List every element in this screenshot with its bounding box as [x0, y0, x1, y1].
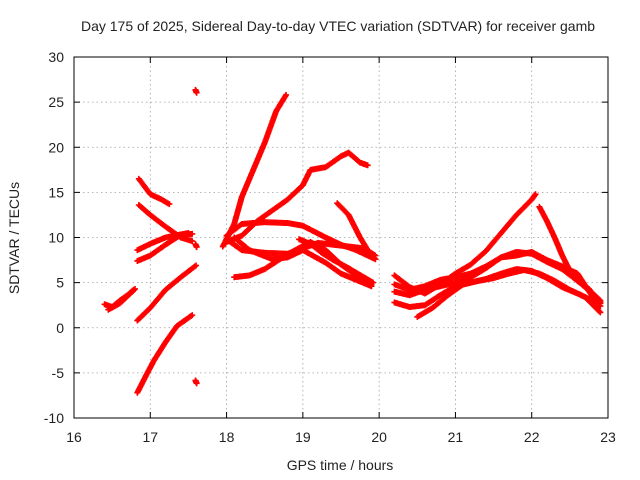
y-tick-label: -5 — [52, 365, 65, 381]
series-track-06 — [134, 229, 192, 254]
x-tick-label: 21 — [448, 429, 464, 445]
series-track-08 — [135, 175, 173, 208]
axis-ticks: 16 17 18 19 20 21 22 23 -10 -5 0 5 10 15 20 25 30 — [44, 49, 616, 445]
series-track-11 — [192, 241, 200, 251]
x-tick-label: 23 — [600, 429, 616, 445]
series-track-25 — [536, 203, 604, 307]
data-point — [372, 256, 379, 263]
data-point — [364, 162, 371, 169]
y-tick-label: 15 — [48, 184, 64, 200]
x-tick-label: 22 — [524, 429, 540, 445]
x-tick-label: 19 — [295, 429, 311, 445]
y-tick-label: 25 — [48, 94, 64, 110]
series-track-03 — [134, 312, 196, 396]
data-point — [189, 238, 196, 245]
series-track-16 — [231, 234, 375, 290]
series-track-22 — [391, 248, 604, 304]
x-axis-label: GPS time / hours — [287, 457, 394, 473]
y-tick-label: 30 — [48, 49, 64, 65]
data-point — [193, 380, 200, 387]
x-tick-label: 16 — [66, 429, 82, 445]
data-point — [597, 309, 604, 316]
data-point — [597, 300, 604, 307]
data-point — [191, 263, 198, 270]
y-axis-label: SDTVAR / TECUs — [6, 182, 22, 294]
data-point — [132, 285, 139, 292]
data-point — [189, 230, 196, 237]
series-track-13 — [223, 149, 371, 246]
data-point — [166, 201, 173, 208]
y-tick-label: 0 — [56, 320, 64, 336]
data-point — [370, 279, 377, 286]
data-point — [185, 229, 192, 236]
series-track-04 — [134, 262, 200, 324]
x-tick-label: 17 — [142, 429, 158, 445]
grid — [74, 57, 608, 418]
series-track-02 — [105, 285, 139, 313]
data-point — [596, 308, 603, 315]
series-track-10 — [192, 377, 200, 387]
chart-title: Day 175 of 2025, Sidereal Day-to-day VTE… — [81, 18, 595, 34]
x-tick-label: 18 — [219, 429, 235, 445]
data-point — [371, 255, 378, 262]
series-track-09 — [192, 86, 200, 96]
series-track-18 — [296, 236, 377, 286]
data-point — [283, 91, 290, 98]
data-points — [101, 86, 604, 396]
series-track-24 — [414, 266, 604, 320]
data-point — [189, 312, 196, 319]
data-point — [193, 89, 200, 96]
y-tick-label: 20 — [48, 139, 64, 155]
y-tick-label: 10 — [48, 230, 64, 246]
series-track-19 — [334, 200, 379, 263]
data-point — [193, 262, 200, 269]
data-point — [131, 286, 138, 293]
data-point — [188, 312, 195, 319]
y-tick-label: -10 — [44, 410, 64, 426]
y-tick-label: 5 — [56, 275, 64, 291]
x-tick-label: 20 — [371, 429, 387, 445]
series-track-07 — [135, 202, 196, 245]
data-point — [532, 191, 539, 198]
data-point — [596, 299, 603, 306]
data-point — [193, 244, 200, 251]
